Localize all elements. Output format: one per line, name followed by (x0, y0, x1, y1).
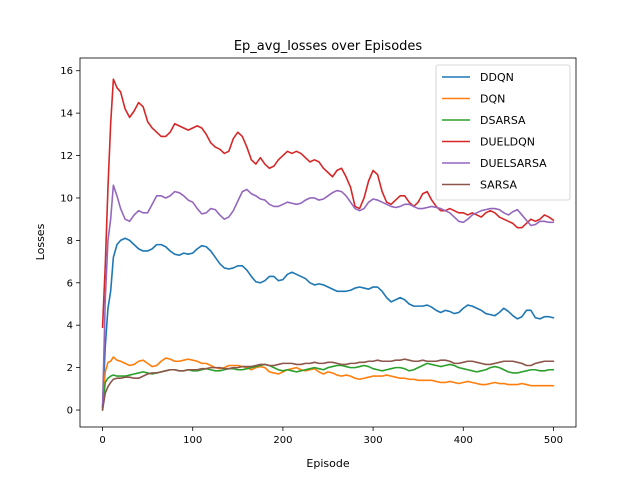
legend-label-dsarsa: DSARSA (480, 114, 526, 127)
y-tick-label: 8 (67, 236, 73, 247)
legend-label-ddqn: DDQN (480, 71, 514, 84)
legend-label-dqn: DQN (480, 93, 505, 106)
legend-label-duelsarsa: DUELSARSA (480, 157, 547, 170)
axes-layer: 0 100 200 300 400 500 0 2 4 6 8 10 12 14 16 (60, 57, 577, 446)
y-tick-label: 6 (67, 278, 73, 289)
x-tick-label: 0 (99, 435, 105, 446)
y-axis-label: Losses (34, 223, 47, 260)
x-tick-label: 100 (183, 435, 202, 446)
chart-title: Ep_avg_losses over Episodes (234, 39, 423, 54)
y-tick-label: 14 (60, 109, 73, 120)
y-tick-label: 4 (67, 321, 73, 332)
y-tick-label: 0 (67, 406, 73, 417)
x-tick-label: 400 (454, 435, 473, 446)
x-tick-label: 300 (364, 435, 383, 446)
series-line-duelsarsa (101, 184, 555, 409)
x-axis-label: Episode (306, 457, 349, 470)
y-tick-label: 16 (60, 66, 73, 77)
y-tick-label: 10 (60, 193, 73, 204)
y-tick-label: 12 (60, 151, 73, 162)
series-layer (101, 78, 555, 411)
series-line-ddqn (101, 237, 555, 409)
legend-label-sarsa: SARSA (480, 179, 518, 192)
series-group (101, 78, 555, 411)
x-tick-label: 200 (273, 435, 292, 446)
series-line-dueldqn (101, 78, 555, 329)
x-tick-label: 500 (544, 435, 563, 446)
y-tick-label: 2 (67, 363, 73, 374)
plot-frame (79, 57, 577, 428)
series-line-sarsa (101, 358, 555, 411)
series-line-dqn (101, 356, 555, 409)
legend-label-dueldqn: DUELDQN (480, 136, 535, 149)
legend: DDQN DQN DSARSA DUELDQN DUELSARSA SARSA (435, 64, 571, 201)
